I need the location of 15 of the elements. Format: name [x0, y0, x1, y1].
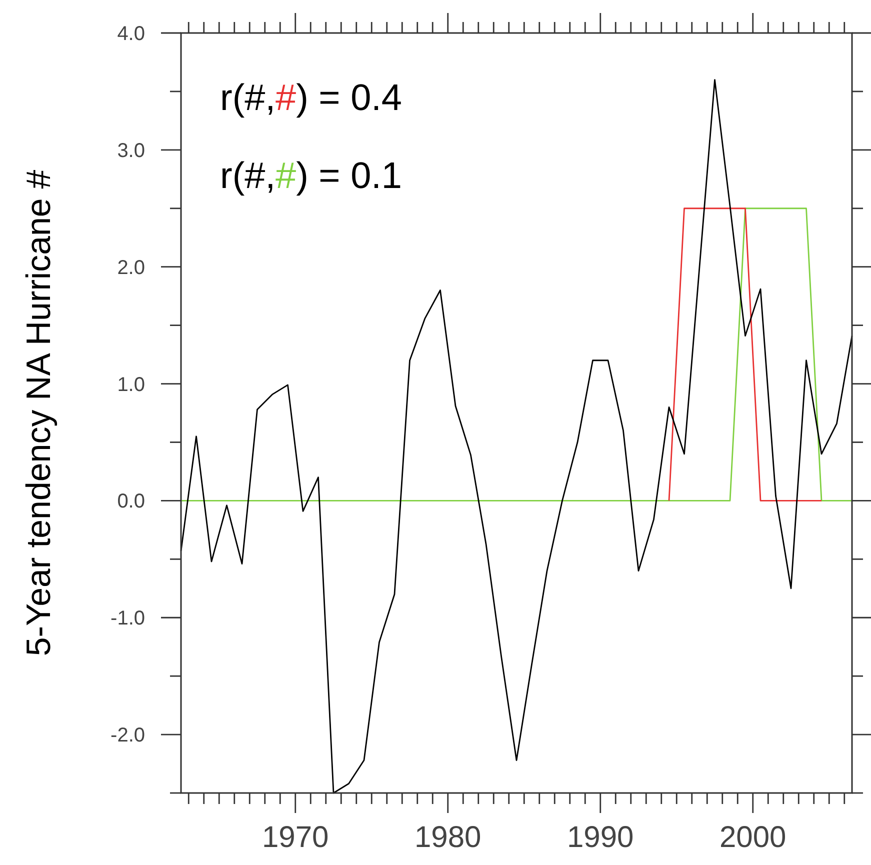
y-tick-label: 3.0 — [117, 140, 145, 162]
y-tick-label: 1.0 — [117, 374, 145, 396]
y-tick-label: 0.0 — [117, 490, 145, 513]
y-tick-label: 4.0 — [117, 23, 145, 45]
y-tick-label: -2.0 — [110, 724, 145, 747]
y-tick-label: -1.0 — [110, 608, 145, 630]
line-series — [180, 79, 853, 794]
x-tick-label: 1970 — [262, 821, 329, 854]
annotation: r(#,#) = 0.1 — [220, 155, 402, 196]
y-tick-label: 2.0 — [117, 256, 145, 279]
y-axis-title: 5-Year tendency NA Hurricane # — [20, 170, 58, 656]
x-tick-label: 2000 — [720, 821, 786, 854]
annotation: r(#,#) = 0.4 — [220, 77, 402, 118]
x-tick-label: 1990 — [567, 821, 634, 854]
x-tick-label: 1980 — [414, 821, 482, 854]
